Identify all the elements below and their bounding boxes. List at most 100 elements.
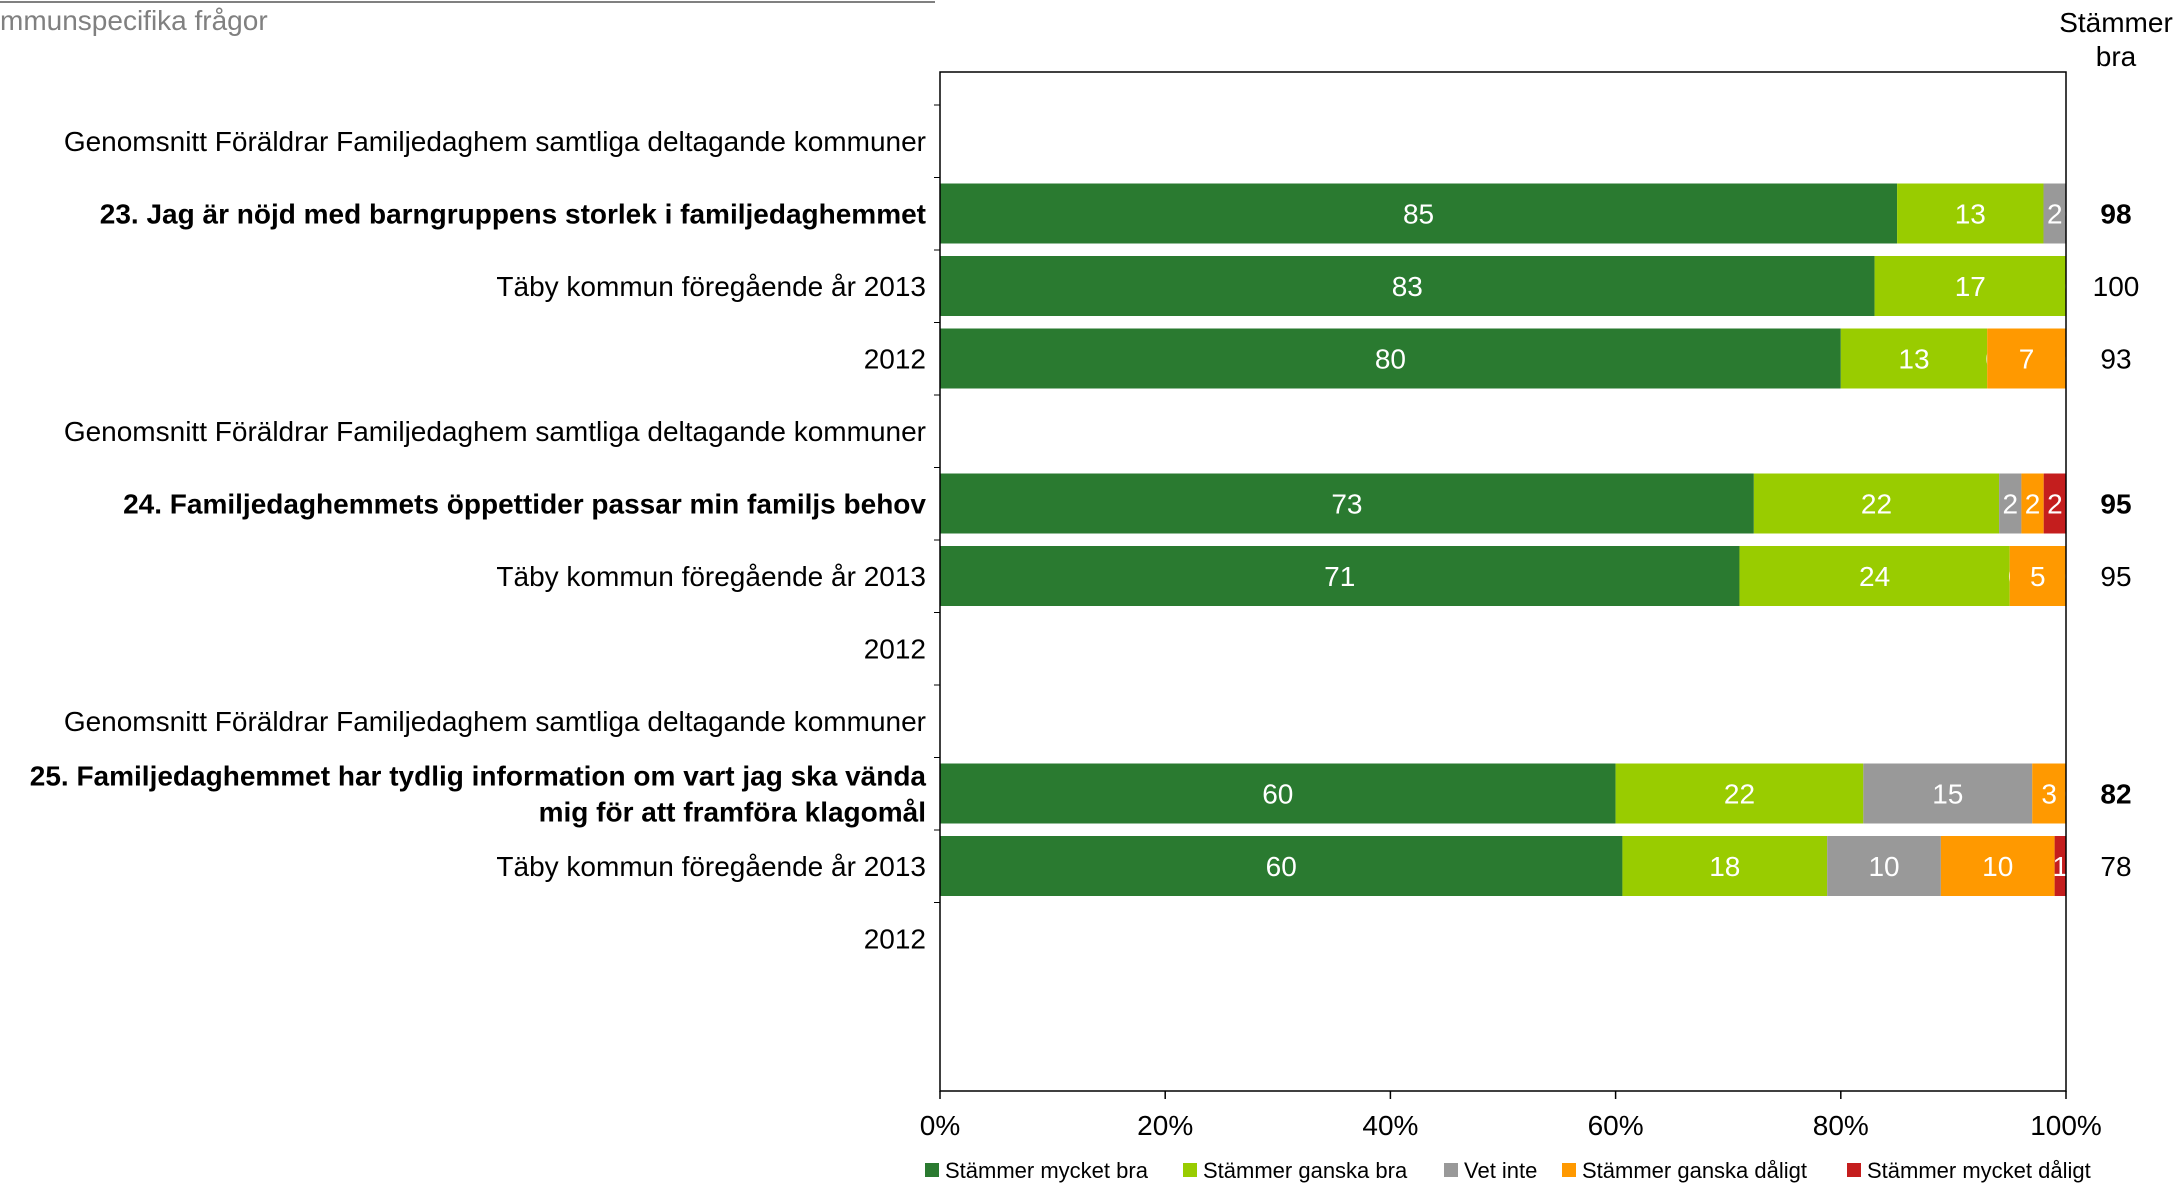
legend-entry: Stämmer mycket dåligt (1867, 1158, 2091, 1183)
bar-segment (1622, 836, 1828, 896)
total-value: 95 (2100, 561, 2131, 592)
segment-value-label: 60 (1266, 851, 1297, 882)
total-header-line: Stämmer (2059, 7, 2173, 38)
bar-segment (1987, 328, 2066, 389)
section-header: mmunspecifika frågor (0, 5, 268, 36)
bar-segment (2032, 763, 2066, 824)
segment-value-label: 13 (1898, 344, 1929, 375)
segment-value-label: 2 (2025, 489, 2041, 520)
segment-value-label: 2 (2047, 199, 2063, 230)
bar-segment (940, 183, 1898, 244)
segment-value-label: 7 (2019, 344, 2035, 375)
total-value: 100 (2093, 271, 2140, 302)
category-label: 23. Jag är nöjd med barngruppens storlek… (100, 199, 926, 230)
bar-segment (2009, 546, 2066, 606)
category-label: 24. Familjedaghemmets öppettider passar … (123, 489, 926, 520)
segment-value-label: 83 (1392, 271, 1423, 302)
category-label: Täby kommun föregående år 2013 (496, 271, 926, 302)
segment-value-label: 10 (1982, 851, 2013, 882)
x-axis: 0% 20% 40% 60% 80% 100% (920, 71, 2102, 1141)
segment-value-label: 13 (1955, 199, 1986, 230)
segment-value-label: 17 (1955, 271, 1986, 302)
segment-value-label: 2 (2002, 489, 2018, 520)
category-label: 2012 (864, 924, 926, 955)
segment-value-label: 85 (1403, 199, 1434, 230)
segment-value-label: 0 (2064, 561, 2080, 592)
segment-value-label: 0 (2064, 199, 2080, 230)
x-tick-label: 0% (920, 1110, 960, 1141)
segment-value-label: 80 (1375, 344, 1406, 375)
legend-swatch (1847, 1163, 1861, 1177)
x-tick-label: 20% (1137, 1110, 1193, 1141)
category-label: 2012 (864, 344, 926, 375)
bar-segment (2021, 473, 2044, 534)
total-value: 82 (2100, 779, 2131, 810)
bar-segment (2043, 183, 2066, 244)
bar-segment (1897, 183, 2044, 244)
segment-value-label: 1 (2053, 851, 2069, 882)
segment-value-label: 0 (2064, 271, 2080, 302)
legend-entry: Stämmer mycket bra (945, 1158, 1149, 1183)
bar-area: Genomsnitt Föräldrar Familjedaghem samtl… (30, 126, 2140, 955)
legend-entry: Stämmer ganska bra (1203, 1158, 1408, 1183)
category-label: Genomsnitt Föräldrar Familjedaghem samtl… (64, 126, 926, 157)
bar-segment (940, 328, 1841, 389)
bar-segment (940, 473, 1754, 534)
category-label: Genomsnitt Föräldrar Familjedaghem samtl… (64, 706, 926, 737)
legend: Stämmer mycket bra Stämmer ganska bra Vet … (925, 1158, 2091, 1183)
segment-value-label: 2 (2047, 489, 2063, 520)
category-label: mig för att framföra klagomål (539, 797, 926, 828)
category-label: Genomsnitt Föräldrar Familjedaghem samtl… (64, 416, 926, 447)
category-label: 2012 (864, 634, 926, 665)
x-tick-label: 80% (1813, 1110, 1869, 1141)
legend-entry: Stämmer ganska dåligt (1582, 1158, 1807, 1183)
bar-segment (1940, 836, 2055, 896)
bar-segment (940, 256, 1875, 316)
segment-value-label: 22 (1861, 489, 1892, 520)
bar-segment (2054, 836, 2066, 896)
category-label: Täby kommun föregående år 2013 (496, 561, 926, 592)
segment-value-label: 18 (1709, 851, 1740, 882)
bar-segment (1615, 763, 1864, 824)
segment-value-label: 0 (2064, 779, 2080, 810)
segment-value-label: 73 (1331, 489, 1362, 520)
total-header-line: bra (2096, 41, 2137, 72)
bar-segment (1840, 328, 1988, 389)
legend-entry: Vet inte (1464, 1158, 1537, 1183)
bar-segment (1827, 836, 1941, 896)
segment-value-label: 24 (1859, 561, 1890, 592)
bar-segment (1739, 546, 2010, 606)
segment-value-label: 5 (2030, 561, 2046, 592)
bar-segment (2043, 473, 2066, 534)
category-label: Täby kommun föregående år 2013 (496, 851, 926, 882)
segment-value-label: 15 (1932, 779, 1963, 810)
total-value: 98 (2100, 199, 2131, 230)
total-value: 78 (2100, 851, 2131, 882)
bar-segment (940, 836, 1623, 896)
bar-segment (940, 763, 1616, 824)
total-value: 93 (2100, 344, 2131, 375)
legend-swatch (1562, 1163, 1576, 1177)
segment-value-label: 22 (1724, 779, 1755, 810)
x-tick-label: 60% (1588, 1110, 1644, 1141)
segment-value-label: 3 (2041, 779, 2057, 810)
segment-value-label: 10 (1868, 851, 1899, 882)
legend-swatch (925, 1163, 939, 1177)
bar-segment (1753, 473, 2000, 534)
plot-frame (939, 71, 2067, 1092)
segment-value-label: 60 (1262, 779, 1293, 810)
legend-swatch (1183, 1163, 1197, 1177)
category-label: 25. Familjedaghemmet har tydlig informat… (30, 761, 927, 792)
x-tick-label: 100% (2030, 1110, 2102, 1141)
total-value: 95 (2100, 489, 2131, 520)
segment-value-label: 71 (1324, 561, 1355, 592)
bar-segment (1863, 763, 2033, 824)
bar-segment (1874, 256, 2066, 316)
bar-segment (1999, 473, 2022, 534)
legend-swatch (1444, 1163, 1458, 1177)
segment-value-label: 0 (2064, 344, 2080, 375)
x-tick-label: 40% (1362, 1110, 1418, 1141)
bar-segment (940, 546, 1740, 606)
